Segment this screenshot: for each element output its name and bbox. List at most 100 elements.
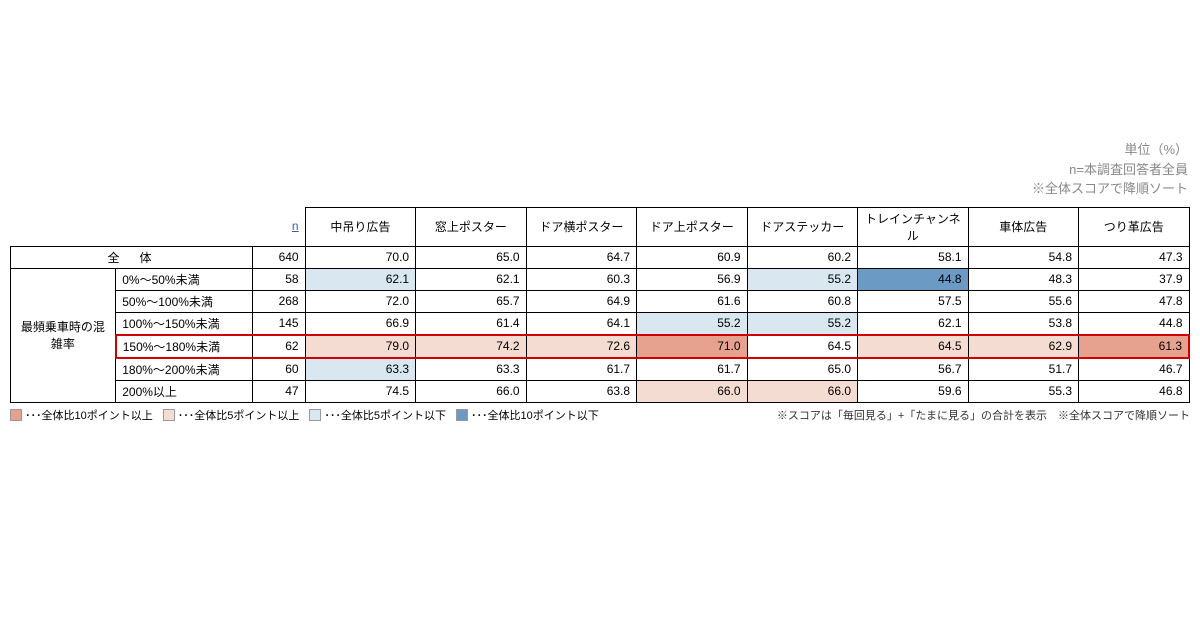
cell: 53.8 [968, 312, 1078, 335]
legend-text: ･･･全体比5ポイント以上 [178, 407, 300, 423]
cell: 47.8 [1079, 290, 1190, 312]
row-n: 60 [253, 358, 306, 381]
cell: 71.0 [637, 335, 747, 358]
legend-item: ･･･全体比10ポイント以下 [456, 407, 599, 423]
cell: 70.0 [305, 246, 415, 268]
cell: 60.2 [747, 246, 857, 268]
legend-swatch [309, 409, 321, 421]
row-n: 58 [253, 268, 306, 290]
overall-n: 640 [253, 246, 306, 268]
table-row: 200%以上4774.566.063.866.066.059.655.346.8 [11, 380, 1190, 402]
sort-note: ※全体スコアで降順ソート [10, 179, 1188, 199]
cell: 55.2 [637, 312, 747, 335]
cell: 48.3 [968, 268, 1078, 290]
col-header: ドア上ポスター [637, 207, 747, 246]
cell: 64.5 [858, 335, 968, 358]
legend-swatch [10, 409, 22, 421]
cell: 61.6 [637, 290, 747, 312]
cell: 61.3 [1079, 335, 1190, 358]
cell: 72.6 [526, 335, 636, 358]
legend: ･･･全体比10ポイント以上 ･･･全体比5ポイント以上 ･･･全体比5ポイント以下… [10, 407, 1190, 423]
cell: 66.0 [747, 380, 857, 402]
row-category: 100%～150%未満 [116, 312, 253, 335]
legend-text: ･･･全体比10ポイント以下 [471, 407, 599, 423]
row-category: 0%～50%未満 [116, 268, 253, 290]
cell: 66.0 [637, 380, 747, 402]
cell: 74.5 [305, 380, 415, 402]
legend-footnote: ※スコアは「毎回見る」+「たまに見る」の合計を表示 ※全体スコアで降順ソート [777, 407, 1190, 423]
col-header: ドア横ポスター [526, 207, 636, 246]
cell: 66.9 [305, 312, 415, 335]
n-header: n [253, 207, 306, 246]
data-table: n 中吊り広告 窓上ポスター ドア横ポスター ドア上ポスター ドアステッカー ト… [10, 207, 1190, 403]
cell: 61.4 [416, 312, 526, 335]
legend-swatch [456, 409, 468, 421]
cell: 63.3 [305, 358, 415, 381]
col-header: ドアステッカー [747, 207, 857, 246]
legend-swatch [163, 409, 175, 421]
header-notes: 単位（%） n=本調査回答者全員 ※全体スコアで降順ソート [10, 140, 1190, 199]
legend-text: ･･･全体比10ポイント以上 [25, 407, 153, 423]
table-row: 180%～200%未満6063.363.361.761.765.056.751.… [11, 358, 1190, 381]
cell: 57.5 [858, 290, 968, 312]
cell: 62.9 [968, 335, 1078, 358]
row-category: 50%～100%未満 [116, 290, 253, 312]
cell: 63.8 [526, 380, 636, 402]
header-row: n 中吊り広告 窓上ポスター ドア横ポスター ドア上ポスター ドアステッカー ト… [11, 207, 1190, 246]
cell: 79.0 [305, 335, 415, 358]
col-header: トレインチャンネル [858, 207, 968, 246]
cell: 37.9 [1079, 268, 1190, 290]
cell: 56.9 [637, 268, 747, 290]
table-row: 50%～100%未満26872.065.764.961.660.857.555.… [11, 290, 1190, 312]
row-n: 47 [253, 380, 306, 402]
cell: 65.7 [416, 290, 526, 312]
row-group-label: 最頻乗車時の混雑率 [11, 268, 116, 402]
legend-item: ･･･全体比5ポイント以下 [309, 407, 446, 423]
cell: 61.7 [637, 358, 747, 381]
unit-label: 単位（%） [10, 140, 1188, 160]
cell: 66.0 [416, 380, 526, 402]
cell: 61.7 [526, 358, 636, 381]
n-note: n=本調査回答者全員 [10, 160, 1188, 180]
cell: 59.6 [858, 380, 968, 402]
cell: 62.1 [416, 268, 526, 290]
cell: 55.2 [747, 312, 857, 335]
row-n: 62 [253, 335, 306, 358]
cell: 47.3 [1079, 246, 1190, 268]
legend-text: ･･･全体比5ポイント以下 [324, 407, 446, 423]
row-category: 150%～180%未満 [116, 335, 253, 358]
cell: 62.1 [305, 268, 415, 290]
cell: 64.9 [526, 290, 636, 312]
cell: 62.1 [858, 312, 968, 335]
table-row: 150%～180%未満6279.074.272.671.064.564.562.… [11, 335, 1190, 358]
overall-row: 全 体64070.065.064.760.960.258.154.847.3 [11, 246, 1190, 268]
cell: 55.2 [747, 268, 857, 290]
legend-item: ･･･全体比5ポイント以上 [163, 407, 300, 423]
cell: 44.8 [858, 268, 968, 290]
cell: 58.1 [858, 246, 968, 268]
cell: 46.8 [1079, 380, 1190, 402]
table-row: 最頻乗車時の混雑率0%～50%未満5862.162.160.356.955.24… [11, 268, 1190, 290]
cell: 44.8 [1079, 312, 1190, 335]
cell: 65.0 [416, 246, 526, 268]
cell: 60.3 [526, 268, 636, 290]
cell: 55.3 [968, 380, 1078, 402]
cell: 65.0 [747, 358, 857, 381]
overall-label: 全 体 [11, 246, 253, 268]
cell: 72.0 [305, 290, 415, 312]
cell: 60.9 [637, 246, 747, 268]
col-header: つり革広告 [1079, 207, 1190, 246]
col-header: 窓上ポスター [416, 207, 526, 246]
cell: 46.7 [1079, 358, 1190, 381]
cell: 74.2 [416, 335, 526, 358]
row-n: 145 [253, 312, 306, 335]
cell: 64.1 [526, 312, 636, 335]
cell: 64.5 [747, 335, 857, 358]
col-header: 車体広告 [968, 207, 1078, 246]
legend-item: ･･･全体比10ポイント以上 [10, 407, 153, 423]
cell: 60.8 [747, 290, 857, 312]
row-category: 200%以上 [116, 380, 253, 402]
cell: 55.6 [968, 290, 1078, 312]
cell: 54.8 [968, 246, 1078, 268]
row-category: 180%～200%未満 [116, 358, 253, 381]
